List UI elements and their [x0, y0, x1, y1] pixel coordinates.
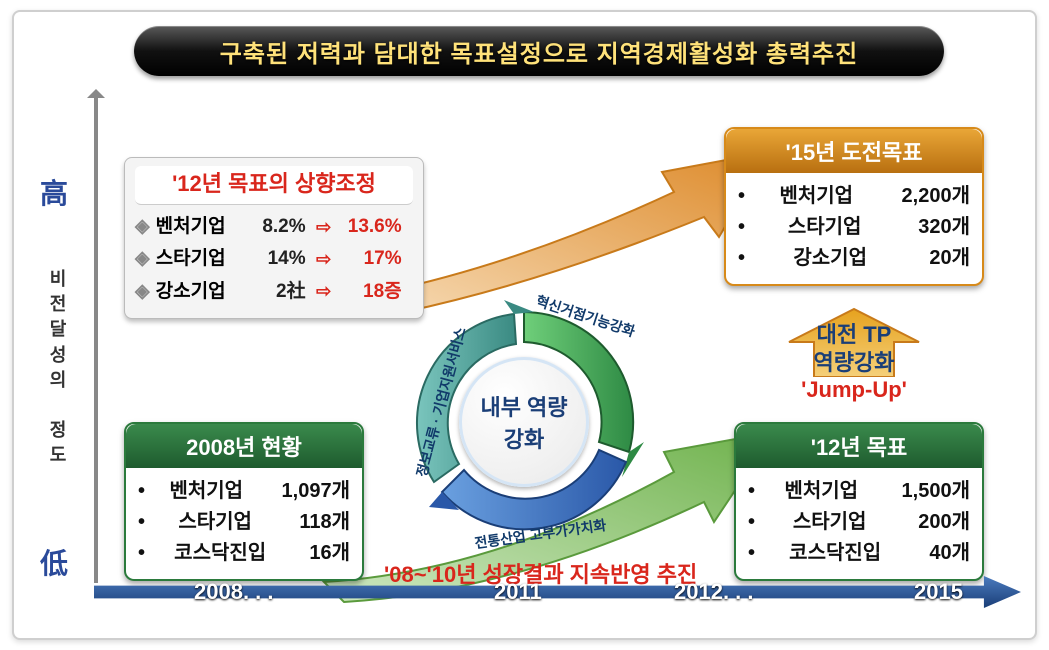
y-axis-low: 低: [40, 542, 68, 582]
center-circle: 내부 역량 강화: [459, 357, 589, 487]
adjustment-row: ◈ 스타기업 14% ⇨ 17%: [135, 243, 413, 275]
y-axis: [94, 92, 98, 583]
list-item: 코스닥진입16개: [138, 538, 350, 569]
list-item: 강소기업20개: [738, 243, 970, 274]
y-axis-label: 비전달성의 정도: [48, 267, 68, 469]
arrow-right-icon: ⇨: [306, 276, 342, 307]
card-2015-header: '15년 도전목표: [726, 129, 982, 173]
jump-up-line3: 'Jump-Up': [754, 377, 954, 403]
list-item: 스타기업118개: [138, 507, 350, 538]
title-bar: 구축된 저력과 담대한 목표설정으로 지역경제활성화 총력추진: [134, 26, 944, 76]
x-tick: 2011: [494, 579, 542, 605]
arrow-right-icon: ⇨: [306, 212, 342, 243]
jump-up: 대전 TP 역량강화 'Jump-Up': [754, 307, 954, 377]
card-2008-header: 2008년 현황: [126, 424, 362, 468]
list-item: 벤처기업1,097개: [138, 476, 350, 507]
title-text: 구축된 저력과 담대한 목표설정으로 지역경제활성화 총력추진: [220, 34, 858, 69]
x-tick: 2008. . .: [194, 579, 274, 605]
list-item: 스타기업320개: [738, 212, 970, 243]
card-2015: '15년 도전목표 벤처기업2,200개 스타기업320개 강소기업20개: [724, 127, 984, 286]
card-2008: 2008년 현황 벤처기업1,097개 스타기업118개 코스닥진입16개: [124, 422, 364, 581]
list-item: 벤처기업2,200개: [738, 181, 970, 212]
list-item: 코스닥진입40개: [748, 538, 970, 569]
x-axis-ticks: 2008. . . 2011 2012. . . 2015: [94, 576, 1010, 608]
bullet-icon: ◈: [135, 276, 150, 308]
adjustment-row: ◈ 강소기업 2社 ⇨ 18증: [135, 276, 413, 308]
adjustment-row: ◈ 벤처기업 8.2% ⇨ 13.6%: [135, 211, 413, 243]
center-cycle: 내부 역량 강화 혁신거점기능강화 전통산업 고부가가치화 정보교류 · 기업지…: [394, 292, 654, 552]
bullet-icon: ◈: [135, 211, 150, 243]
adjustment-card: '12년 목표의 상향조정 ◈ 벤처기업 8.2% ⇨ 13.6% ◈ 스타기업…: [124, 157, 424, 319]
y-axis-high: 高: [40, 172, 68, 212]
adjustment-title: '12년 목표의 상향조정: [135, 166, 413, 205]
card-2012: '12년 목표 벤처기업1,500개 스타기업200개 코스닥진입40개: [734, 422, 984, 581]
list-item: 스타기업200개: [748, 507, 970, 538]
jump-up-line2: 역량강화: [754, 345, 954, 377]
diagram-frame: 구축된 저력과 담대한 목표설정으로 지역경제활성화 총력추진 高 低 비전달성…: [12, 10, 1037, 640]
x-tick: 2012. . .: [674, 579, 754, 605]
bullet-icon: ◈: [135, 243, 150, 275]
arrow-right-icon: ⇨: [306, 244, 342, 275]
list-item: 벤처기업1,500개: [748, 476, 970, 507]
x-tick: 2015: [914, 579, 963, 605]
card-2012-header: '12년 목표: [736, 424, 982, 468]
